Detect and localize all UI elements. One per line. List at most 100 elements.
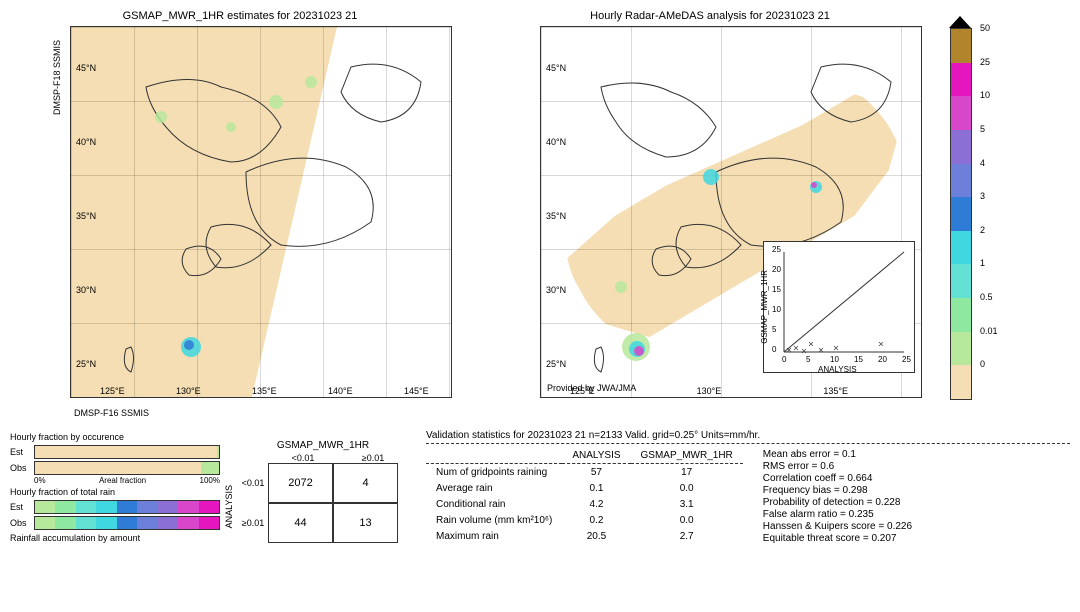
- val-table-cell: 0.2: [562, 513, 630, 529]
- sensor-label-top: DMSP-F18 SSMIS: [52, 40, 62, 115]
- scatter-plot-icon: [764, 242, 914, 372]
- gsmap-map-panel: GSMAP_MWR_1HR estimates for 20231023 21 …: [10, 10, 470, 420]
- axis-max: 100%: [200, 476, 220, 485]
- inset-xtick: 10: [830, 355, 839, 364]
- frac-row-label: Est: [10, 502, 34, 512]
- stat-line: False alarm ratio = 0.235: [763, 509, 912, 520]
- val-table-cell: 0.1: [562, 480, 630, 496]
- ct-row-header: <0.01: [238, 463, 268, 503]
- precip-spot: [269, 95, 283, 109]
- gsmap-map-axes: [70, 26, 452, 398]
- val-table-header: GSMAP_MWR_1HR: [631, 448, 743, 464]
- ct-col-header: <0.01: [268, 453, 338, 463]
- inset-ytick: 15: [772, 285, 781, 294]
- lon-tick-label: 125°E: [100, 386, 125, 396]
- stat-line: RMS error = 0.6: [763, 461, 912, 472]
- val-table-cell: 20.5: [562, 529, 630, 545]
- val-table-cell: Rain volume (mm km²10⁶): [426, 513, 562, 529]
- stat-line: Equitable threat score = 0.207: [763, 533, 912, 544]
- rainbow-segment: [35, 501, 55, 513]
- fractions-panel: Hourly fraction by occurence Est Obs 0% …: [10, 430, 220, 545]
- colorbar-segment: [951, 96, 971, 130]
- ct-cell: 4: [333, 463, 398, 503]
- ct-cell: 13: [333, 503, 398, 543]
- accum-title: Rainfall accumulation by amount: [10, 533, 220, 543]
- colorbar-tick-label: 5: [980, 124, 985, 134]
- validation-stats: Mean abs error = 0.1RMS error = 0.6Corre…: [763, 448, 912, 545]
- colorbar-segment: [951, 365, 971, 399]
- lat-tick-label: 45°N: [76, 63, 96, 73]
- sensor-label-bottom: DMSP-F16 SSMIS: [74, 408, 149, 418]
- rainbow-segment: [158, 501, 178, 513]
- rainbow-segment: [117, 517, 137, 529]
- precip-spot: [226, 122, 236, 132]
- rainbow-segment: [55, 501, 75, 513]
- table-row: Rain volume (mm km²10⁶)0.20.0: [426, 513, 743, 529]
- precip-spot: [634, 346, 644, 356]
- val-table-cell: 0.0: [631, 480, 743, 496]
- inset-ytick: 0: [772, 345, 776, 354]
- val-table-cell: Average rain: [426, 480, 562, 496]
- radar-map-title: Hourly Radar-AMeDAS analysis for 2023102…: [480, 10, 940, 22]
- val-table-cell: Num of gridpoints raining: [426, 464, 562, 481]
- precip-spot: [305, 76, 317, 88]
- coastlines-icon: [71, 27, 451, 397]
- colorbar-tick-label: 2: [980, 225, 985, 235]
- lat-tick-label: 30°N: [76, 285, 96, 295]
- rainbow-segment: [35, 517, 55, 529]
- rainbow-segment: [96, 517, 116, 529]
- rainbow-segment: [137, 517, 157, 529]
- gsmap-map-title: GSMAP_MWR_1HR estimates for 20231023 21: [10, 10, 470, 22]
- table-row: Maximum rain20.52.7: [426, 529, 743, 545]
- axis-label: Areal fraction: [99, 476, 146, 485]
- rain-bar-est: [34, 500, 220, 514]
- scatter-inset: ANALYSIS GSMAP_MWR_1HR 0510152025 051015…: [763, 241, 915, 373]
- fraction-occ-title: Hourly fraction by occurence: [10, 432, 220, 442]
- inset-xtick: 20: [878, 355, 887, 364]
- precip-spot: [703, 169, 719, 185]
- colorbar-segment: [951, 231, 971, 265]
- ct-title: GSMAP_MWR_1HR: [238, 440, 408, 451]
- colorbar-segment: [951, 63, 971, 97]
- inset-xlabel: ANALYSIS: [818, 365, 857, 374]
- lat-tick-label: 35°N: [546, 211, 566, 221]
- rainbow-segment: [158, 517, 178, 529]
- table-row: Num of gridpoints raining5717: [426, 464, 743, 481]
- lat-tick-label: 25°N: [76, 359, 96, 369]
- lon-tick-label: 140°E: [328, 386, 353, 396]
- lat-tick-label: 45°N: [546, 63, 566, 73]
- colorbar-segment: [951, 164, 971, 198]
- table-row: Conditional rain4.23.1: [426, 496, 743, 512]
- val-table-cell: Conditional rain: [426, 496, 562, 512]
- val-table-cell: 57: [562, 464, 630, 481]
- lat-tick-label: 30°N: [546, 285, 566, 295]
- contingency-table-panel: GSMAP_MWR_1HR <0.01 ≥0.01 <0.01 2072 4 ≥…: [238, 440, 408, 543]
- stat-line: Probability of detection = 0.228: [763, 497, 912, 508]
- val-table-header: [426, 448, 562, 464]
- lon-tick-label: 130°E: [176, 386, 201, 396]
- table-row: Average rain0.10.0: [426, 480, 743, 496]
- val-table-cell: 3.1: [631, 496, 743, 512]
- colorbar-tick-label: 0.01: [980, 326, 998, 336]
- lon-tick-label: 145°E: [404, 386, 429, 396]
- rainbow-segment: [137, 501, 157, 513]
- val-table-header: ANALYSIS: [562, 448, 630, 464]
- ct-row-header: ≥0.01: [238, 503, 268, 543]
- ct-cell: 44: [268, 503, 333, 543]
- val-table-cell: 4.2: [562, 496, 630, 512]
- precip-spot: [811, 182, 817, 188]
- colorbar-segment: [951, 264, 971, 298]
- stat-line: Correlation coeff = 0.664: [763, 473, 912, 484]
- figure-container: GSMAP_MWR_1HR estimates for 20231023 21 …: [10, 10, 1070, 610]
- rainbow-segment: [76, 517, 96, 529]
- lon-tick-label: 135°E: [823, 386, 848, 396]
- inset-xtick: 5: [806, 355, 810, 364]
- inset-ytick: 5: [772, 325, 776, 334]
- frac-row-label: Est: [10, 447, 34, 457]
- val-table-cell: 2.7: [631, 529, 743, 545]
- stat-line: Hanssen & Kuipers score = 0.226: [763, 521, 912, 532]
- colorbar-segment: [951, 197, 971, 231]
- colorbar-tick-label: 1: [980, 258, 985, 268]
- rainbow-segment: [117, 501, 137, 513]
- inset-xtick: 15: [854, 355, 863, 364]
